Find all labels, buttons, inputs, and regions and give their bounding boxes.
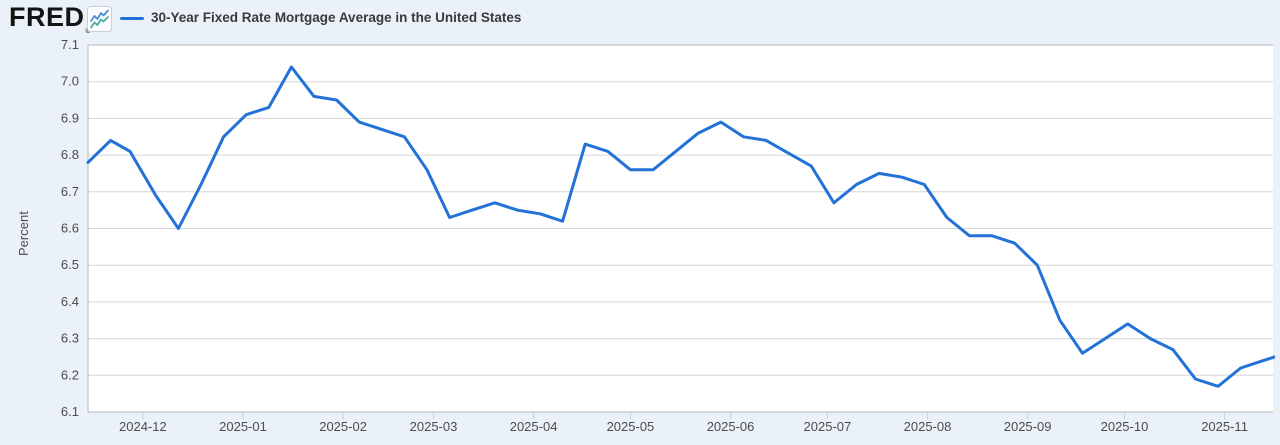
y-tick-label: 7.1 <box>61 37 79 52</box>
y-tick-label: 6.9 <box>61 110 79 125</box>
y-tick-label: 6.5 <box>61 257 79 272</box>
x-tick-label: 2025-04 <box>510 419 558 434</box>
x-tick-label: 2025-05 <box>607 419 655 434</box>
series-title: 30-Year Fixed Rate Mortgage Average in t… <box>151 10 522 25</box>
x-tick-label: 2025-09 <box>1004 419 1052 434</box>
x-tick-label: 2025-01 <box>219 419 267 434</box>
series-line <box>86 65 1275 388</box>
line-chart-icon <box>87 6 112 32</box>
x-tick-label: 2024-12 <box>119 419 167 434</box>
y-tick-label: 6.4 <box>61 294 79 309</box>
x-tick-label: 2025-11 <box>1201 419 1248 434</box>
y-tick-label: 7.0 <box>61 74 79 89</box>
y-tick-label: 6.1 <box>61 404 79 419</box>
x-tick-label: 2025-02 <box>319 419 367 434</box>
x-tick-label: 2025-06 <box>707 419 755 434</box>
y-tick-label: 6.3 <box>61 331 79 346</box>
x-tick-label: 2025-10 <box>1101 419 1149 434</box>
x-tick-label: 2025-03 <box>410 419 458 434</box>
fred-logo-text: FRED <box>9 2 85 32</box>
registered-trademark-icon: ® <box>85 28 92 35</box>
chart-legend: 30-Year Fixed Rate Mortgage Average in t… <box>120 0 521 36</box>
fred-logo[interactable]: FRED® <box>9 2 92 40</box>
legend-line-sample <box>120 16 144 20</box>
x-tick-label: 2025-08 <box>904 419 952 434</box>
y-tick-label: 6.6 <box>61 221 79 236</box>
chart-header: FRED® 30-Year Fixed Rate Mortgage Averag… <box>0 0 1280 38</box>
x-tick-label: 2025-07 <box>804 419 852 434</box>
y-tick-label: 6.8 <box>61 147 79 162</box>
y-tick-label: 6.7 <box>61 184 79 199</box>
y-tick-label: 6.2 <box>61 367 79 382</box>
